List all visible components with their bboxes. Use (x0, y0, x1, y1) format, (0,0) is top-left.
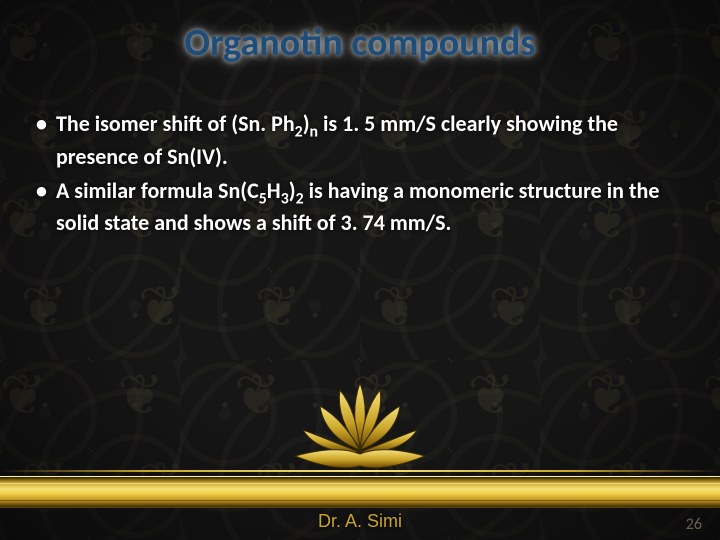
bullet-item: The isomer shift of (Sn. Ph2)n is 1. 5 m… (32, 110, 688, 171)
page-number: 26 (686, 515, 702, 534)
gold-divider-line (0, 470, 720, 472)
bullet-text: ) (289, 177, 296, 204)
bullet-text: A similar formula Sn(C (56, 177, 259, 204)
lotus-ornament-icon (285, 368, 435, 478)
bullet-text: The isomer shift of (Sn. Ph (56, 110, 295, 137)
slide-body: The isomer shift of (Sn. Ph2)n is 1. 5 m… (32, 110, 688, 244)
bullet-item: A similar formula Sn(C5H3)2 is having a … (32, 177, 688, 238)
slide: Organotin compounds The isomer shift of … (0, 0, 720, 540)
subscript: 3 (281, 189, 289, 208)
subscript: 2 (296, 189, 304, 208)
subscript: 2 (295, 122, 303, 141)
slide-title: Organotin compounds (0, 20, 720, 66)
subscript: n (310, 122, 319, 141)
bullet-text: ) (303, 110, 310, 137)
bullet-text: H (267, 177, 281, 204)
gold-ribbon (0, 476, 720, 508)
author-label: Dr. A. Simi (0, 511, 720, 532)
subscript: 5 (259, 189, 267, 208)
